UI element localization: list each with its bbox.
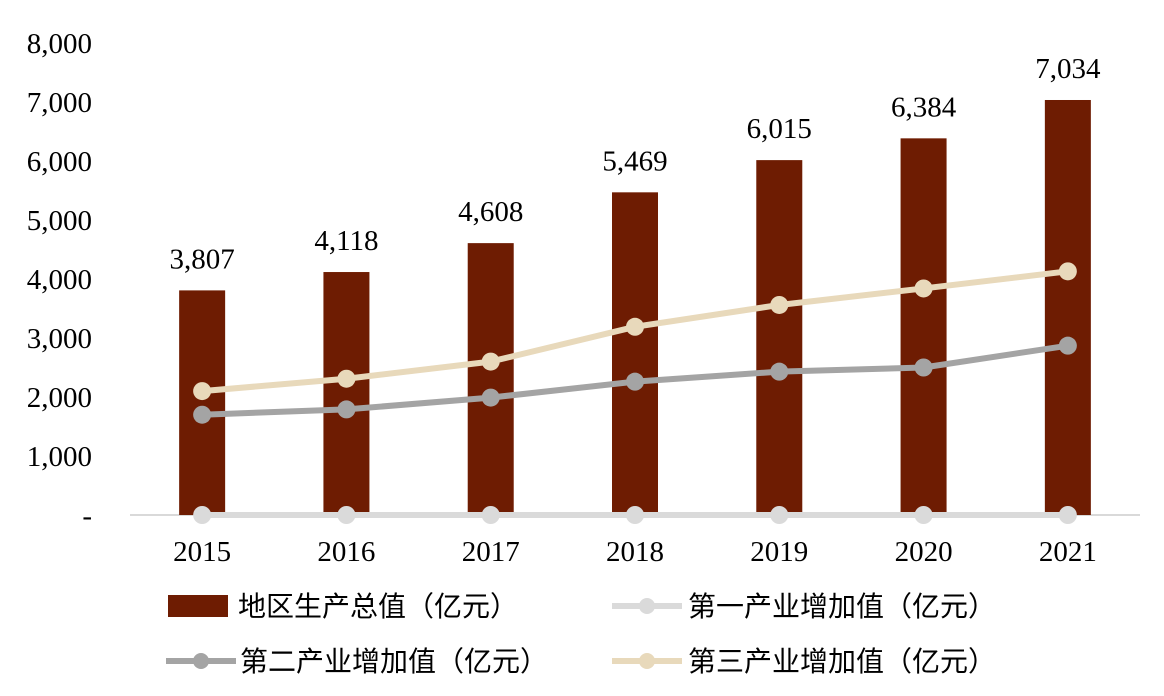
y-tick-label: 8,000 xyxy=(27,28,92,60)
line-point xyxy=(770,295,789,314)
line-point xyxy=(1058,336,1077,355)
legend-swatch-gdp xyxy=(168,595,228,617)
bar-data-label: 6,384 xyxy=(891,91,957,123)
y-axis-ticks: - 1,000 2,000 3,000 4,000 5,000 6,000 7,000 8,00… xyxy=(27,28,92,532)
bar xyxy=(1044,99,1091,515)
y-tick-label: 4,000 xyxy=(27,264,92,296)
line-point xyxy=(193,382,212,401)
line-point xyxy=(337,400,356,419)
line-point xyxy=(914,506,933,524)
line-point xyxy=(626,372,644,391)
bar-data-label: 5,469 xyxy=(602,145,667,177)
x-axis-ticks: 2015 2016 2017 2018 2019 2020 2021 xyxy=(173,536,1097,568)
legend-label-tertiary: 第三产业增加值（亿元） xyxy=(688,645,996,678)
line-point xyxy=(337,506,356,524)
y-tick-label: - xyxy=(82,500,92,532)
bar-data-label: 4,608 xyxy=(458,196,523,228)
legend-swatch-primary xyxy=(612,598,682,614)
line-point xyxy=(914,358,933,377)
y-tick-label: 6,000 xyxy=(27,146,92,178)
y-tick-label: 7,000 xyxy=(27,87,92,119)
bar-data-label: 3,807 xyxy=(170,243,235,275)
line-point xyxy=(770,506,789,524)
y-tick-label: 5,000 xyxy=(27,205,92,237)
line-series-primary xyxy=(193,506,1077,524)
bar-series xyxy=(179,99,1091,516)
bar-data-labels: 3,807 4,118 4,608 5,469 6,015 6,384 7,034 xyxy=(170,53,1101,275)
bar xyxy=(179,290,226,515)
x-tick-label: 2021 xyxy=(1039,536,1097,568)
legend-label-secondary: 第二产业增加值（亿元） xyxy=(240,645,548,678)
x-tick-label: 2018 xyxy=(606,536,664,568)
legend: 地区生产总值（亿元） 第一产业增加值（亿元） 第二产业增加值（亿元） 第三产业增… xyxy=(166,590,996,678)
legend-swatch-tertiary xyxy=(612,653,682,669)
line-point xyxy=(193,506,212,524)
bar-data-label: 6,015 xyxy=(747,113,812,145)
x-tick-label: 2020 xyxy=(895,536,953,568)
legend-label-gdp: 地区生产总值（亿元） xyxy=(238,590,518,623)
line-point xyxy=(626,506,644,524)
y-tick-label: 3,000 xyxy=(27,323,92,355)
legend-swatch-secondary xyxy=(166,653,236,669)
line-point xyxy=(626,317,644,336)
line-point xyxy=(770,362,789,381)
x-tick-label: 2019 xyxy=(750,536,808,568)
y-tick-label: 2,000 xyxy=(27,382,92,414)
bar-data-label: 4,118 xyxy=(314,225,378,257)
legend-label-primary: 第一产业增加值（亿元） xyxy=(688,590,996,623)
bar xyxy=(467,243,514,516)
bar xyxy=(612,192,658,516)
line-point xyxy=(1058,506,1077,524)
line-point xyxy=(481,352,500,371)
bar xyxy=(900,138,947,515)
line-point xyxy=(914,279,933,298)
line-point xyxy=(481,506,500,524)
bar-data-label: 7,034 xyxy=(1035,53,1101,85)
line-series-secondary xyxy=(193,336,1077,424)
bar xyxy=(756,160,803,516)
line-point xyxy=(337,369,356,388)
x-tick-label: 2015 xyxy=(173,536,231,568)
y-tick-label: 1,000 xyxy=(27,441,92,473)
line-series xyxy=(193,262,1077,524)
line-point xyxy=(193,405,212,424)
x-tick-label: 2016 xyxy=(317,536,375,568)
bar xyxy=(323,272,370,515)
line-point xyxy=(1058,262,1077,281)
line-point xyxy=(481,388,500,407)
line-series-tertiary xyxy=(193,262,1077,401)
x-tick-label: 2017 xyxy=(462,536,520,568)
